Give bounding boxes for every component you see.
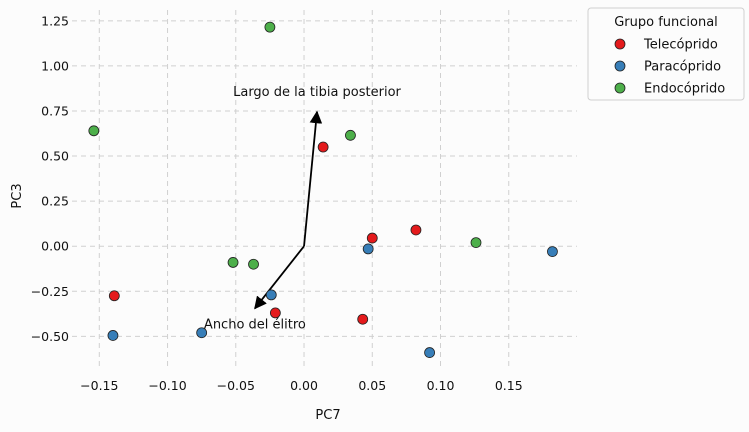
legend-label: Telecóprido (643, 38, 718, 53)
data-point (362, 243, 374, 255)
data-point (88, 125, 100, 137)
y-tick-label: 0.50 (41, 149, 69, 164)
arrow-label: Largo de la tibia posterior (233, 85, 401, 100)
arrow-label: Ancho del élitro (204, 317, 306, 332)
x-tick-label: 0.10 (427, 378, 455, 393)
grid (72, 10, 577, 367)
legend-label: Endocóprido (644, 82, 725, 97)
data-point (357, 313, 369, 325)
x-tick-label: 0.15 (495, 378, 523, 393)
data-point (108, 290, 120, 302)
x-tick-label: 0.00 (290, 378, 318, 393)
data-point (248, 258, 259, 270)
legend-title: Grupo funcional (614, 15, 718, 30)
data-points (88, 21, 558, 358)
legend[interactable]: Grupo funcional Telecóprido Paracóprido En… (587, 7, 745, 101)
y-tick-label: 0.00 (41, 239, 69, 254)
data-point (547, 246, 558, 258)
y-tick-label: −0.50 (31, 329, 69, 344)
legend-marker (614, 38, 626, 50)
y-tick-label: 1.25 (41, 13, 69, 28)
legend-frame (587, 7, 745, 101)
data-point (424, 347, 435, 358)
loading-arrow (303, 110, 323, 247)
legend-label: Paracóprido (644, 60, 721, 75)
legend-item[interactable]: Endocóprido (614, 82, 725, 97)
data-point (265, 289, 277, 301)
x-axis-title: PC7 (315, 408, 340, 423)
data-point (317, 141, 329, 153)
data-point (269, 307, 281, 319)
data-point (264, 21, 276, 33)
loading-arrows: Largo de la tibia posterior Ancho del éli… (204, 85, 402, 333)
y-tick-label: 0.75 (41, 103, 69, 118)
data-point (410, 224, 422, 236)
tick-labels: −0.15 −0.10 −0.05 0.00 0.05 0.10 0.15 −0.50 −0.2… (31, 13, 523, 393)
loading-arrow (254, 245, 305, 310)
data-point (227, 257, 239, 268)
data-point (470, 237, 482, 248)
legend-marker (614, 82, 626, 94)
data-point (366, 232, 378, 244)
legend-marker (614, 60, 626, 72)
data-point (196, 327, 208, 339)
x-tick-label: −0.10 (148, 378, 186, 393)
legend-item[interactable]: Paracóprido (614, 60, 721, 75)
y-axis-title: PC3 (10, 183, 25, 208)
legend-item[interactable]: Telecóprido (614, 38, 718, 53)
data-point (107, 330, 119, 341)
x-tick-label: 0.05 (358, 378, 386, 393)
y-tick-label: 1.00 (41, 58, 69, 73)
data-point (345, 129, 356, 141)
x-tick-label: −0.05 (217, 378, 255, 393)
x-tick-label: −0.15 (80, 378, 118, 393)
y-tick-label: −0.25 (31, 284, 69, 299)
y-tick-label: 0.25 (41, 194, 69, 209)
